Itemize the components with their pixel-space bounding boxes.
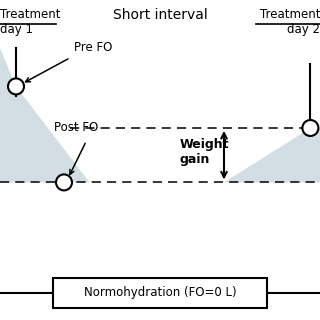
Text: Treatment
day 2: Treatment day 2	[260, 8, 320, 36]
FancyBboxPatch shape	[53, 277, 267, 308]
Polygon shape	[224, 128, 320, 182]
Circle shape	[302, 120, 318, 136]
Circle shape	[56, 174, 72, 190]
Text: Pre FO: Pre FO	[74, 41, 112, 54]
Text: Treatment
day 1: Treatment day 1	[0, 8, 60, 36]
Text: Normohydration (FO=0 L): Normohydration (FO=0 L)	[84, 286, 236, 299]
Text: Post FO: Post FO	[54, 121, 99, 134]
Text: Short interval: Short interval	[113, 8, 207, 22]
Polygon shape	[0, 48, 90, 182]
Circle shape	[8, 78, 24, 94]
Text: Weight
gain: Weight gain	[179, 138, 229, 166]
